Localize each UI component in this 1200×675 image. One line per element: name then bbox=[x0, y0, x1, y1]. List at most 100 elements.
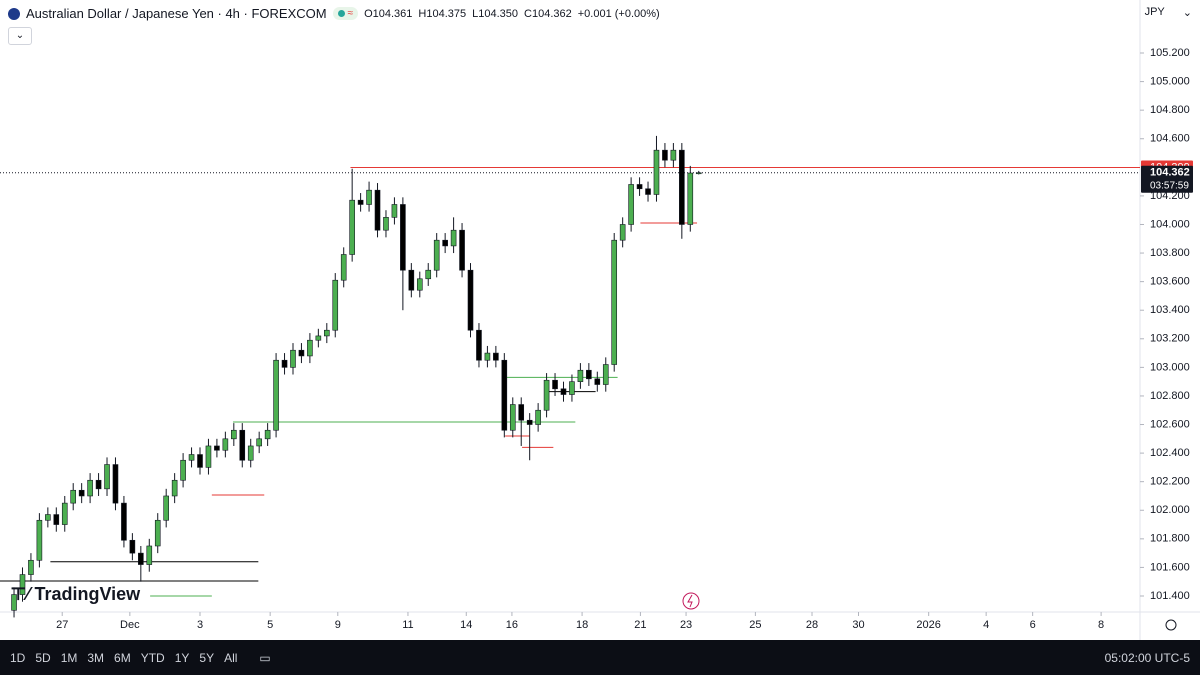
candle-body bbox=[662, 149, 668, 161]
x-tick-label: 3 bbox=[197, 619, 203, 631]
candle-body bbox=[442, 239, 448, 247]
candle-body bbox=[476, 329, 482, 361]
x-tick-label: 9 bbox=[335, 619, 341, 631]
candle-body bbox=[670, 149, 677, 161]
candle-body bbox=[11, 594, 17, 611]
candle-body bbox=[509, 404, 516, 431]
candle-body bbox=[628, 184, 634, 225]
candle-body bbox=[214, 445, 220, 451]
candle-body bbox=[205, 445, 212, 468]
symbol-title: Australian Dollar / Japanese Yen · 4h · … bbox=[26, 6, 327, 21]
candle-body bbox=[298, 349, 305, 357]
x-tick-label: 5 bbox=[267, 619, 273, 631]
candle-body bbox=[459, 229, 465, 271]
candle-body bbox=[264, 429, 271, 440]
range-button[interactable]: 1Y bbox=[174, 650, 190, 665]
event-icon[interactable] bbox=[682, 592, 700, 610]
candle-body bbox=[222, 438, 229, 451]
brand-logo: ⊤⁄ TradingView bbox=[10, 584, 140, 605]
x-tick-label: 21 bbox=[634, 619, 646, 631]
ohlc-high: H104.375 bbox=[418, 7, 467, 20]
y-tick-label: 105.200 bbox=[1150, 47, 1190, 59]
x-tick-label: Dec bbox=[120, 619, 140, 631]
candle-body bbox=[611, 239, 618, 365]
candle-body bbox=[70, 489, 77, 504]
y-tick-label: 102.200 bbox=[1150, 476, 1190, 488]
candle-body bbox=[104, 464, 110, 490]
range-button[interactable]: 3M bbox=[87, 650, 105, 665]
candle-body bbox=[36, 519, 43, 561]
x-tick-label: 8 bbox=[1098, 619, 1104, 631]
countdown-label: 03:57:59 bbox=[1150, 180, 1189, 191]
candle-body bbox=[653, 149, 660, 195]
candle-body bbox=[645, 188, 651, 195]
candle-body bbox=[357, 199, 364, 205]
y-tick-label: 102.400 bbox=[1150, 447, 1190, 459]
collapse-button[interactable]: ⌄ bbox=[8, 27, 32, 45]
ohlc-close: C104.362 bbox=[524, 7, 572, 20]
candle-body bbox=[273, 359, 279, 431]
candle-body bbox=[586, 369, 592, 380]
range-button[interactable]: YTD bbox=[140, 650, 165, 665]
range-button[interactable]: 1M bbox=[60, 650, 78, 665]
y-tick-label: 104.200 bbox=[1150, 190, 1190, 202]
candle-body bbox=[349, 199, 355, 255]
candle-body bbox=[28, 559, 34, 575]
y-tick-label: 103.000 bbox=[1150, 361, 1190, 373]
range-button[interactable]: 5D bbox=[35, 650, 51, 665]
y-tick-label: 104.000 bbox=[1150, 218, 1190, 230]
range-button[interactable]: 5Y bbox=[199, 650, 215, 665]
candle-body bbox=[290, 349, 296, 368]
plot-area bbox=[0, 0, 1140, 612]
ohlc-low: L104.350 bbox=[472, 7, 519, 20]
candle-body bbox=[45, 514, 51, 521]
flag-icon bbox=[8, 7, 20, 20]
currency-select[interactable]: JPY ⌄ bbox=[1144, 6, 1192, 19]
candle-body bbox=[408, 269, 415, 291]
candle-body bbox=[332, 279, 339, 331]
currency: JPY bbox=[1144, 6, 1165, 18]
date-range-button[interactable]: ▭ bbox=[259, 650, 271, 665]
candle-body bbox=[61, 502, 68, 525]
candle-body bbox=[340, 254, 347, 281]
marks: 101.400 101.600 101.800 102.000 102.200 102.4… bbox=[0, 47, 1193, 631]
candle-body bbox=[687, 172, 694, 225]
status-badge[interactable]: ≈ bbox=[332, 7, 359, 20]
ohlc-open: O104.361 bbox=[364, 7, 413, 20]
x-tick-label: 14 bbox=[460, 619, 472, 631]
x-tick-label: 2026 bbox=[916, 619, 940, 631]
legend: Australian Dollar / Japanese Yen · 4h · … bbox=[8, 6, 660, 21]
range-button[interactable]: All bbox=[224, 650, 238, 665]
candle-body bbox=[416, 278, 423, 291]
settings-icon[interactable] bbox=[1165, 619, 1177, 631]
candle-body bbox=[121, 502, 127, 541]
y-tick-label: 103.400 bbox=[1150, 304, 1190, 316]
y-tick-label: 102.600 bbox=[1150, 418, 1190, 430]
x-tick-label: 28 bbox=[806, 619, 818, 631]
x-tick-label: 4 bbox=[983, 619, 989, 631]
candle-body bbox=[552, 379, 558, 390]
bottom-toolbar: 1D 5D 1M 3M 6M YTD 1Y 5Y All ▭ 05:02:00 UTC-5 bbox=[0, 640, 1200, 675]
candle-body bbox=[171, 479, 178, 497]
event-icon-bolt bbox=[687, 594, 693, 608]
candle-body bbox=[146, 545, 153, 565]
clock: 05:02:00 UTC-5 bbox=[1104, 650, 1190, 665]
candle-body bbox=[391, 204, 398, 218]
candle-body bbox=[450, 229, 457, 247]
candle-body bbox=[518, 404, 525, 421]
candle-body bbox=[467, 269, 474, 331]
current-price-label: 104.362 bbox=[1150, 167, 1190, 179]
x-tick-label: 30 bbox=[852, 619, 864, 631]
y-tick-label: 103.600 bbox=[1150, 276, 1190, 288]
candle-body bbox=[501, 359, 508, 431]
current-price-tag bbox=[1141, 165, 1193, 193]
ohlc-change: +0.001 (+0.00%) bbox=[577, 7, 660, 20]
y-tick-label: 104.800 bbox=[1150, 104, 1190, 116]
candle-body bbox=[112, 464, 119, 504]
y-tick-label: 105.000 bbox=[1150, 75, 1190, 87]
candle-body bbox=[526, 419, 533, 425]
range-button[interactable]: 6M bbox=[114, 650, 131, 665]
candle-body bbox=[636, 184, 643, 190]
candle-body bbox=[247, 445, 254, 461]
range-button[interactable]: 1D bbox=[10, 650, 26, 665]
